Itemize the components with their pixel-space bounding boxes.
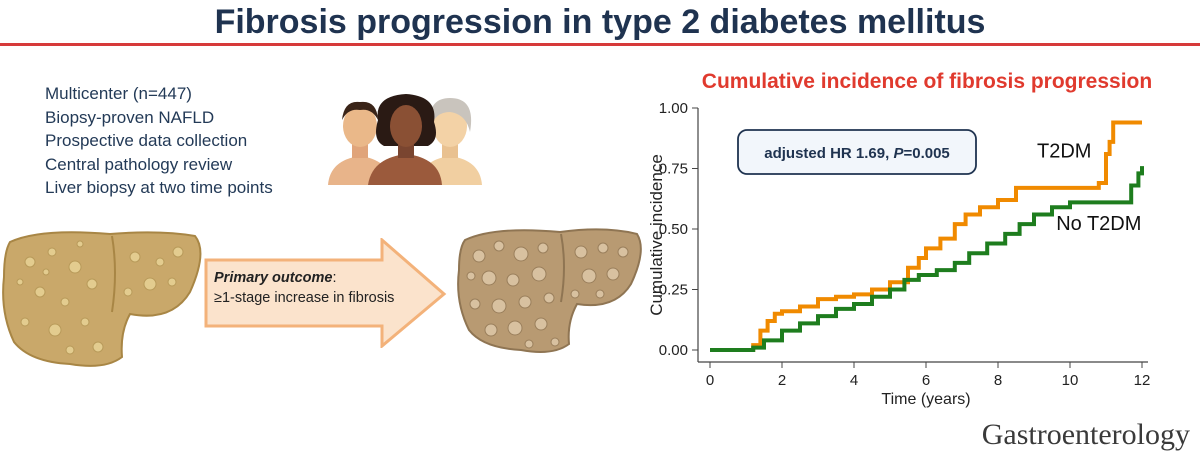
chart-title: Cumulative incidence of fibrosis progres… [701, 70, 1153, 93]
fat-droplets-icon [16, 240, 184, 355]
study-design-list: Multicenter (n=447) Biopsy-proven NAFLD … [45, 82, 273, 200]
study-point: Multicenter (n=447) [45, 84, 192, 103]
hr-annotation-p-value: =0.005 [903, 145, 949, 162]
x-tick-label: 12 [1134, 372, 1151, 389]
x-tick-label: 2 [778, 372, 786, 389]
fatty-liver-illustration [2, 231, 202, 367]
x-tick-label: 8 [994, 372, 1002, 389]
study-point: Liver biopsy at two time points [45, 178, 273, 197]
primary-outcome-colon: : [332, 270, 337, 286]
study-point: Central pathology review [45, 154, 233, 174]
y-tick-label: 0.50 [659, 221, 688, 238]
cumulative-incidence-chart: 0.00 0.25 0.50 0.75 1.00 0 2 4 6 8 10 12 Time (years… [647, 100, 1150, 408]
y-tick-label: 0.25 [659, 282, 688, 299]
page-title: Fibrosis progression in type 2 diabetes … [214, 3, 986, 41]
chart-labels: 0.00 0.25 0.50 0.75 1.00 0 2 4 6 8 10 12 Time (years… [647, 100, 1150, 408]
journal-name: Gastroenterology [981, 418, 1190, 451]
x-axis-label: Time (years) [881, 391, 970, 408]
study-point: Prospective data collection [45, 131, 248, 150]
person-left-icon [328, 101, 392, 185]
series-label-no-t2dm: No T2DM [1056, 213, 1141, 235]
hr-annotation-box [737, 129, 977, 175]
fibrotic-nodules-icon [466, 240, 629, 349]
hr-annotation-prefix: adjusted HR 1.69, [764, 145, 893, 162]
fibrotic-liver-illustration [457, 228, 642, 353]
y-tick-label: 1.00 [659, 100, 688, 117]
hr-annotation: adjusted HR 1.69, P=0.005 [764, 145, 950, 162]
x-tick-label: 6 [922, 372, 930, 389]
series-line-no-t2dm [710, 166, 1144, 352]
series-line-t2dm [710, 120, 1142, 352]
series-label-t2dm: T2DM [1037, 141, 1091, 163]
chart-series [710, 120, 1144, 352]
primary-outcome-label: Primary outcome [214, 270, 333, 286]
primary-outcome: Primary outcome: ≥1-stage increase in fi… [214, 268, 394, 308]
primary-outcome-text: ≥1-stage increase in fibrosis [214, 290, 395, 306]
progression-arrow [204, 238, 447, 348]
title-divider [0, 43, 1200, 46]
person-middle-icon [368, 94, 442, 185]
patients-illustration [328, 94, 482, 185]
study-point: Biopsy-proven NAFLD [45, 107, 215, 127]
hr-annotation-p-label: P [893, 145, 904, 162]
x-tick-label: 10 [1062, 372, 1079, 389]
chart-axes [692, 107, 1148, 368]
y-tick-label: 0.00 [659, 342, 688, 359]
y-tick-label: 0.75 [659, 161, 688, 178]
x-tick-label: 0 [706, 372, 714, 389]
x-tick-label: 4 [850, 372, 858, 389]
y-axis-label: Cumulative incidence [647, 154, 666, 316]
